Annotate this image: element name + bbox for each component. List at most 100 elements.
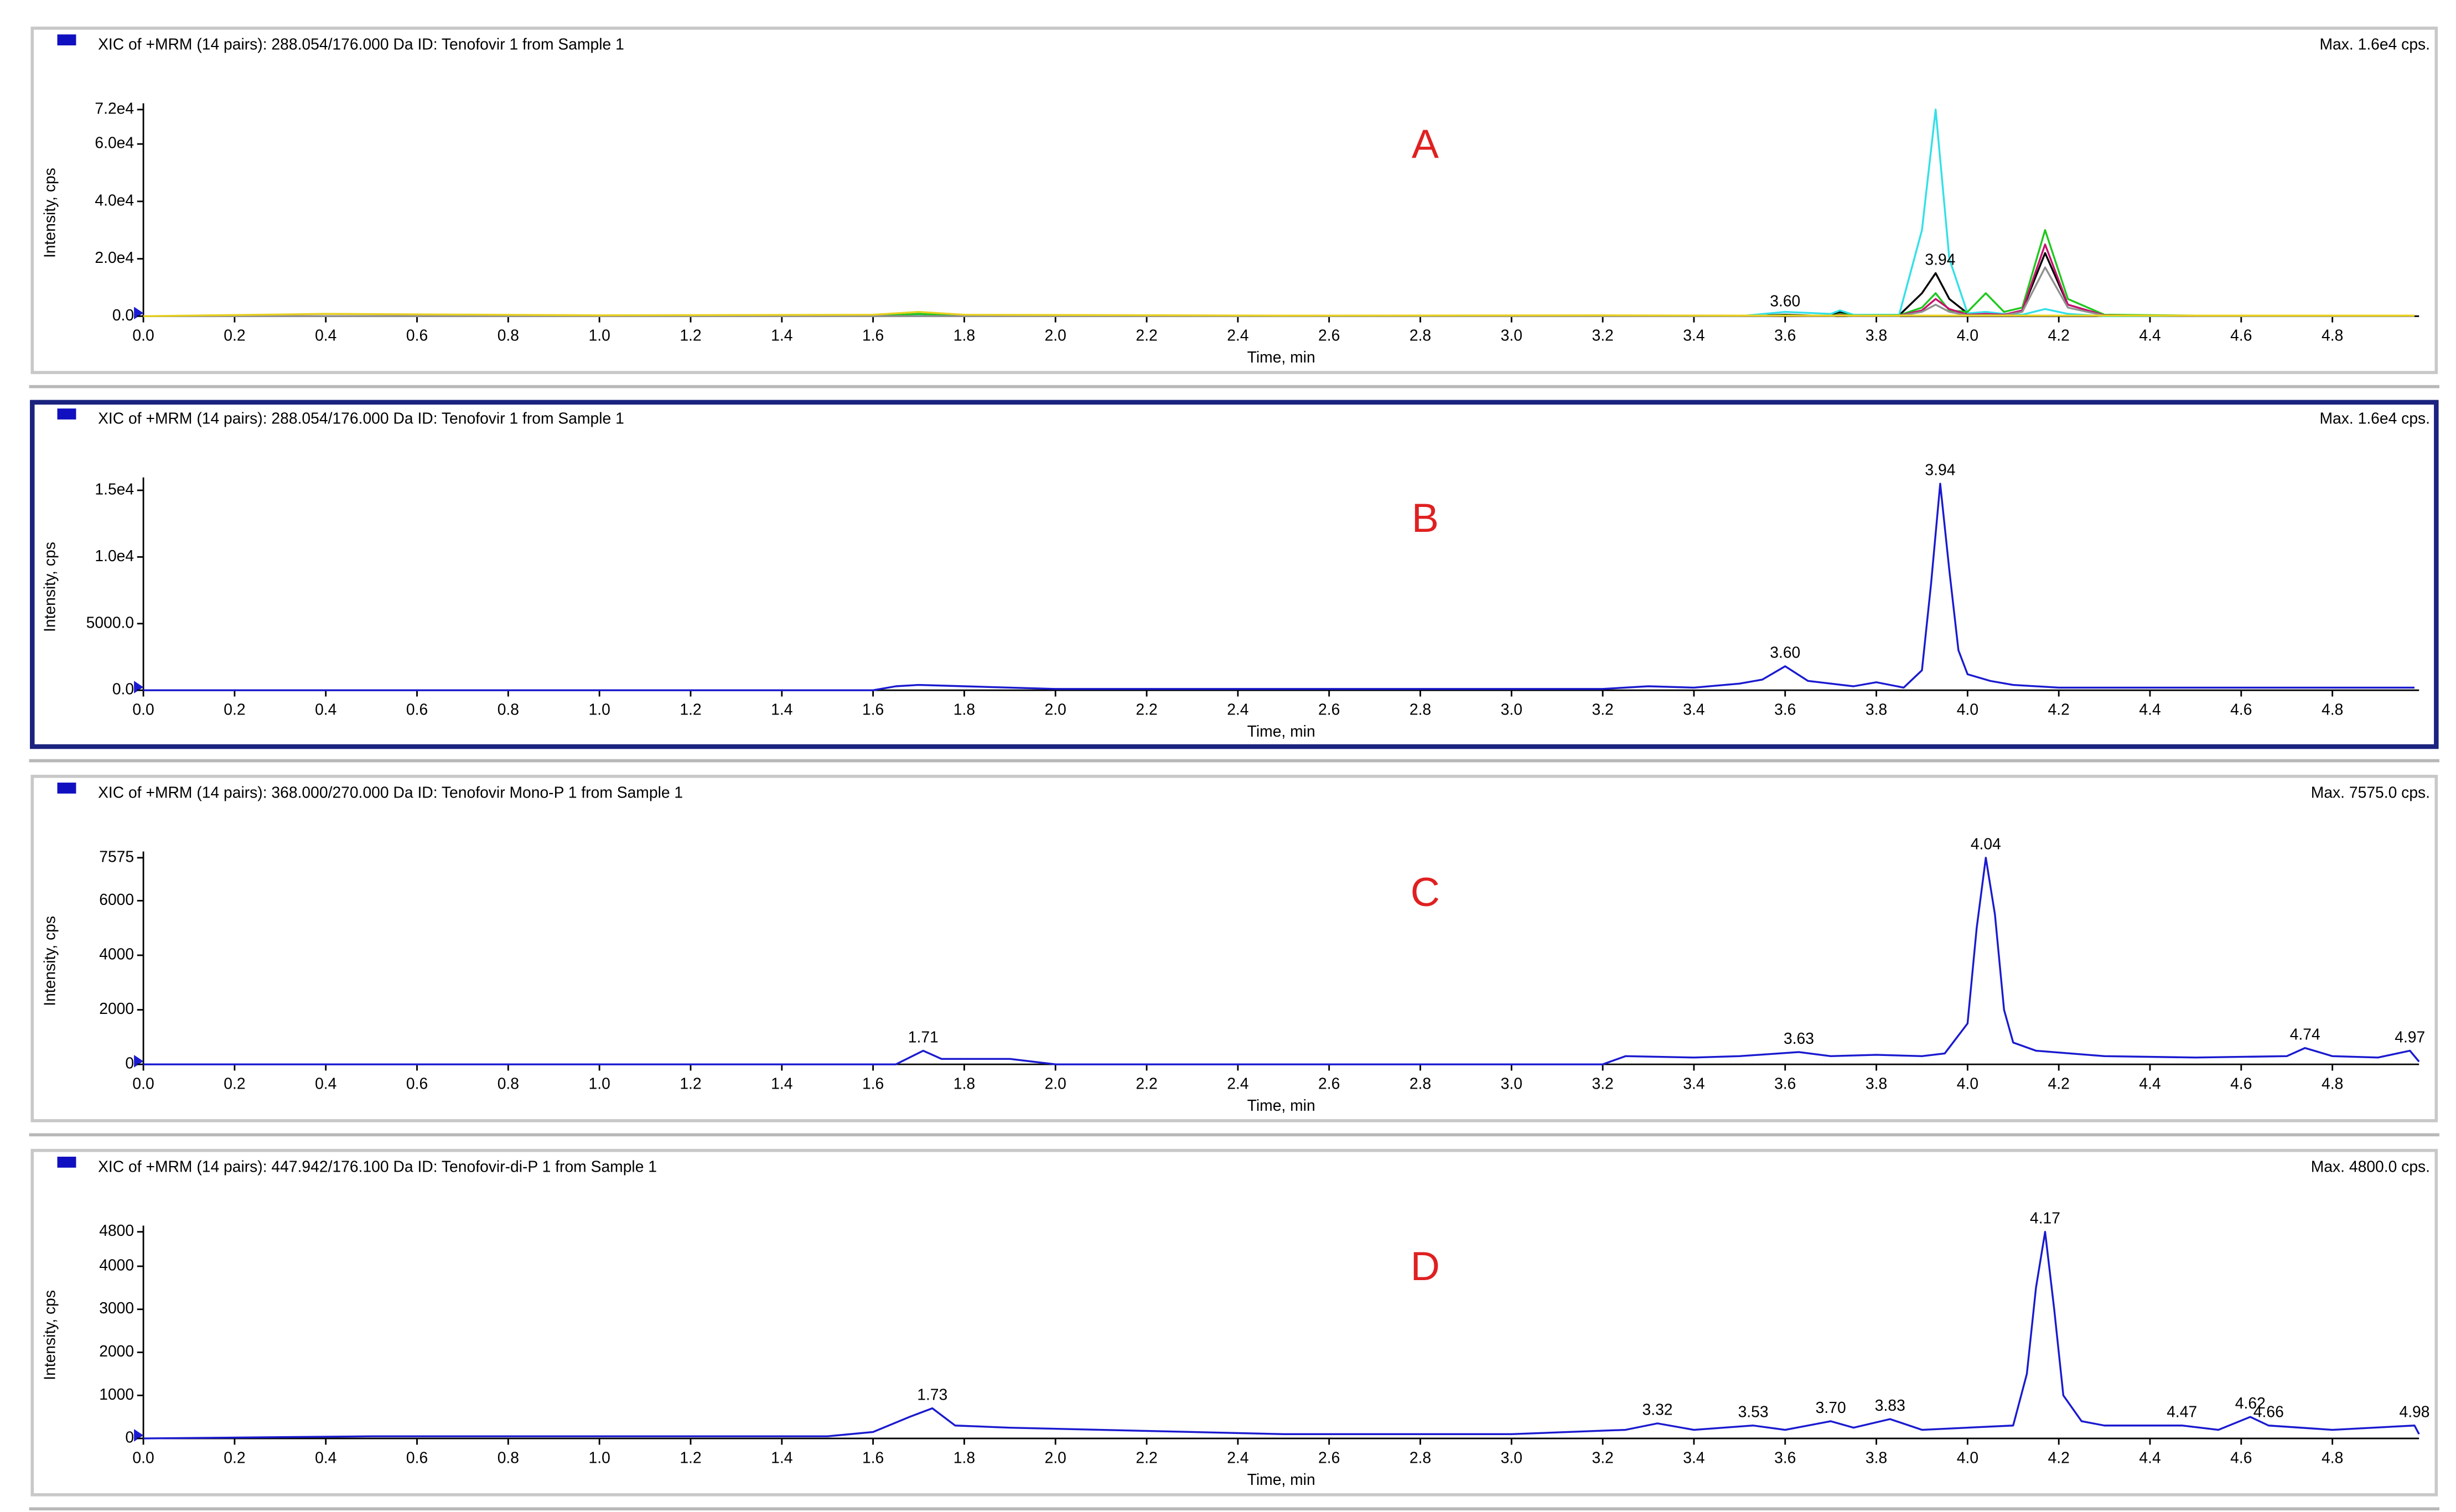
y-tick-label: 7.2e4 <box>95 99 134 117</box>
max-intensity: Max. 7575.0 cps. <box>2311 783 2430 801</box>
max-intensity: Max. 1.6e4 cps. <box>2319 409 2430 427</box>
x-tick-label: 2.4 <box>1227 327 1248 344</box>
x-tick-label: 1.4 <box>771 1448 792 1466</box>
panel-frame <box>30 774 2438 1122</box>
max-intensity: Max. 4800.0 cps. <box>2311 1157 2430 1175</box>
peak-label: 3.53 <box>1738 1403 1769 1421</box>
baseline-marker <box>134 1429 144 1442</box>
x-tick-label: 0.6 <box>406 700 428 718</box>
x-tick-label: 4.2 <box>2048 700 2070 718</box>
x-tick-label: 0.2 <box>224 1448 245 1466</box>
x-tick-label: 2.2 <box>1136 1074 1157 1092</box>
x-tick-label: 4.0 <box>1957 1074 1978 1092</box>
x-tick-label: 0.2 <box>224 1074 245 1092</box>
trace <box>143 483 2414 691</box>
x-tick-label: 3.6 <box>1774 1448 1796 1466</box>
x-tick-label: 3.0 <box>1501 327 1522 344</box>
y-tick-label: 3000 <box>99 1299 134 1317</box>
baseline-marker <box>134 307 144 319</box>
x-tick-label: 3.2 <box>1592 1448 1613 1466</box>
x-tick-label: 1.6 <box>862 1448 884 1466</box>
x-tick-label: 1.8 <box>954 1074 975 1092</box>
x-tick-label: 3.6 <box>1774 1074 1796 1092</box>
peak-label: 3.94 <box>1925 250 1955 268</box>
panel-letter: D <box>1411 1243 1440 1289</box>
y-axis-label: Intensity, cps <box>41 1290 59 1380</box>
x-tick-label: 2.8 <box>1410 327 1431 344</box>
y-tick-label: 2000 <box>99 1000 134 1017</box>
x-tick-label: 2.8 <box>1410 1074 1431 1092</box>
x-tick-label: 2.6 <box>1318 1448 1340 1466</box>
peak-label: 1.71 <box>908 1028 939 1045</box>
x-tick-label: 0.2 <box>224 700 245 718</box>
x-tick-label: 4.6 <box>2230 1448 2252 1466</box>
x-axis-label: Time, min <box>1247 348 1315 366</box>
y-tick-label: 0 <box>125 1054 134 1072</box>
y-tick-label: 1.0e4 <box>95 547 134 565</box>
x-tick-label: 3.8 <box>1866 327 1887 344</box>
x-tick-label: 0.8 <box>498 700 519 718</box>
peak-label: 3.32 <box>1642 1401 1673 1418</box>
x-tick-label: 1.0 <box>589 1448 610 1466</box>
peak-label: 3.60 <box>1770 644 1800 661</box>
x-tick-label: 1.6 <box>862 1074 884 1092</box>
x-tick-label: 4.6 <box>2230 700 2252 718</box>
x-tick-label: 0.8 <box>498 1074 519 1092</box>
panel-frame <box>30 400 2439 749</box>
trace-icon <box>57 34 76 46</box>
peak-label: 4.17 <box>2030 1209 2060 1227</box>
x-tick-label: 1.4 <box>771 700 792 718</box>
x-tick-label: 4.4 <box>2139 327 2160 344</box>
x-tick-label: 1.8 <box>954 327 975 344</box>
x-tick-label: 2.8 <box>1410 700 1431 718</box>
x-tick-label: 4.2 <box>2048 327 2070 344</box>
x-tick-label: 1.2 <box>680 1074 701 1092</box>
x-tick-label: 1.0 <box>589 327 610 344</box>
peak-label: 4.74 <box>2290 1025 2320 1043</box>
x-tick-label: 0.4 <box>315 1448 336 1466</box>
peak-label: 3.70 <box>1816 1399 1846 1416</box>
x-tick-label: 4.6 <box>2230 327 2252 344</box>
panel-title: XIC of +MRM (14 pairs): 368.000/270.000 … <box>98 783 683 801</box>
x-tick-label: 2.6 <box>1318 327 1340 344</box>
x-tick-label: 4.4 <box>2139 1074 2160 1092</box>
x-tick-label: 0.2 <box>224 327 245 344</box>
x-tick-label: 2.0 <box>1045 1448 1066 1466</box>
panel-letter: A <box>1412 121 1439 167</box>
x-tick-label: 0.0 <box>132 327 154 344</box>
x-tick-label: 2.2 <box>1136 700 1157 718</box>
x-tick-label: 4.0 <box>1957 1448 1978 1466</box>
x-tick-label: 2.2 <box>1136 1448 1157 1466</box>
y-tick-label: 0.0 <box>112 306 134 324</box>
trace <box>143 310 2414 317</box>
peak-label: 3.94 <box>1925 461 1955 479</box>
trace <box>143 243 2414 317</box>
x-tick-label: 3.2 <box>1592 327 1613 344</box>
x-tick-label: 4.8 <box>2322 327 2343 344</box>
x-tick-label: 2.6 <box>1318 700 1340 718</box>
x-tick-label: 4.0 <box>1957 327 1978 344</box>
y-tick-label: 0.0 <box>112 680 134 698</box>
max-intensity: Max. 1.6e4 cps. <box>2319 35 2430 53</box>
x-tick-label: 1.2 <box>680 700 701 718</box>
x-tick-label: 4.8 <box>2322 1074 2343 1092</box>
peak-label: 4.62 <box>2235 1394 2266 1412</box>
trace <box>143 108 2414 317</box>
x-tick-label: 0.6 <box>406 1074 428 1092</box>
x-tick-label: 2.2 <box>1136 327 1157 344</box>
x-tick-label: 2.8 <box>1410 1448 1431 1466</box>
x-tick-label: 3.0 <box>1501 1448 1522 1466</box>
x-tick-label: 4.6 <box>2230 1074 2252 1092</box>
x-tick-label: 4.8 <box>2322 700 2343 718</box>
peak-label: 4.66 <box>2253 1403 2284 1421</box>
x-tick-label: 4.4 <box>2139 700 2160 718</box>
panel-title: XIC of +MRM (14 pairs): 288.054/176.000 … <box>98 35 624 53</box>
x-tick-label: 3.8 <box>1866 1448 1887 1466</box>
x-tick-label: 3.4 <box>1683 327 1704 344</box>
x-tick-label: 0.6 <box>406 327 428 344</box>
x-tick-label: 3.4 <box>1683 1448 1704 1466</box>
panel-title: XIC of +MRM (14 pairs): 288.054/176.000 … <box>98 409 624 427</box>
trace <box>143 266 2414 317</box>
peak-label: 1.73 <box>917 1385 947 1403</box>
